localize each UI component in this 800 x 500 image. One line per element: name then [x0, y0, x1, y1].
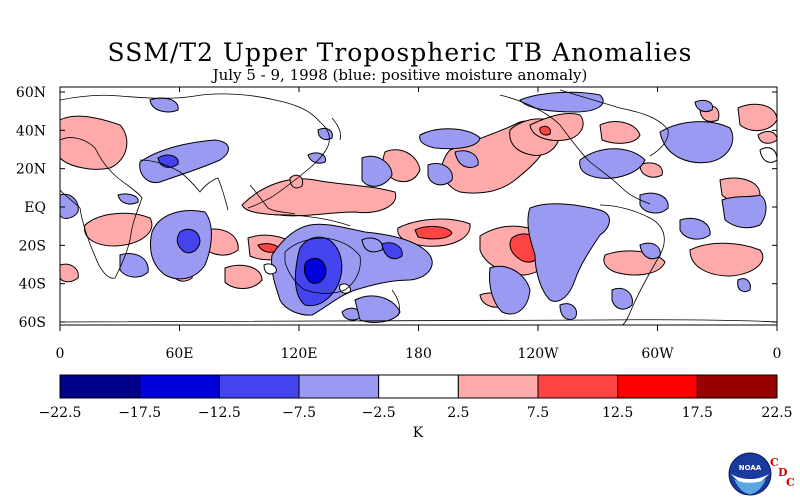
- map-background: [60, 87, 777, 325]
- strong-negative-cores: [157, 154, 403, 307]
- cdc-letter-3: C: [786, 476, 795, 489]
- colorbar-tick-label: −12.5: [198, 405, 241, 421]
- longitude-label: 0: [773, 346, 782, 362]
- latitude-axis: 60N 40N 20N EQ 20S 40S 60S: [16, 85, 777, 331]
- longitude-label: 0: [56, 346, 65, 362]
- map-title: SSM/T2 Upper Tropospheric TB Anomalies: [107, 38, 693, 67]
- colorbar-tick-label: 2.5: [447, 405, 469, 421]
- colorbar-tick-label: 7.5: [527, 405, 549, 421]
- longitude-axis: 0 60E 120E 180 120W 60W 0: [56, 87, 782, 362]
- longitude-label: 60E: [165, 346, 193, 362]
- colorbar-swatch: [457, 374, 539, 399]
- latitude-label: 60S: [19, 315, 46, 331]
- colorbar-swatch: [218, 374, 300, 399]
- longitude-label: 120W: [517, 346, 559, 362]
- colorbar-tick-label: 17.5: [682, 405, 713, 421]
- latitude-label: EQ: [24, 200, 46, 216]
- longitude-label: 120E: [281, 346, 318, 362]
- deepest-negative-core: [303, 257, 327, 284]
- latitude-label: 40S: [19, 277, 46, 293]
- cdc-letter-2: D: [778, 466, 788, 479]
- colorbar-unit-label: K: [413, 425, 424, 441]
- colorbar-tick-label: −7.5: [282, 405, 316, 421]
- latitude-label: 20S: [19, 238, 46, 254]
- latitude-label: 60N: [16, 85, 46, 101]
- colorbar-tick-label: −2.5: [362, 405, 396, 421]
- colorbar-tick-label: −17.5: [118, 405, 161, 421]
- latitude-label: 20N: [16, 162, 46, 178]
- colorbar: −22.5 −17.5 −12.5 −7.5 −2.5 2.5 7.5 12.5 17.5 22.…: [39, 374, 793, 421]
- colorbar-tick-label: −22.5: [39, 405, 82, 421]
- colorbar-swatch: [139, 374, 220, 399]
- colorbar-tick-label: 12.5: [602, 405, 633, 421]
- logo-text: NOAA: [739, 464, 762, 472]
- colorbar-swatch: [378, 374, 459, 399]
- colorbar-swatch: [617, 374, 698, 399]
- cdc-letter-1: C: [770, 456, 779, 469]
- colorbar-swatch: [59, 374, 141, 399]
- colorbar-tick-label: 22.5: [761, 405, 792, 421]
- colorbar-swatch: [298, 374, 380, 399]
- longitude-label: 180: [405, 346, 432, 362]
- colorbar-swatch: [696, 374, 778, 399]
- zero-contour-holes: [263, 147, 777, 294]
- longitude-label: 60W: [641, 346, 674, 362]
- map-subtitle: July 5 - 9, 1998 (blue: positive moistur…: [212, 66, 588, 84]
- noaa-logo-icon: NOAA: [728, 452, 772, 496]
- colorbar-swatch: [537, 374, 619, 399]
- latitude-label: 40N: [16, 123, 46, 139]
